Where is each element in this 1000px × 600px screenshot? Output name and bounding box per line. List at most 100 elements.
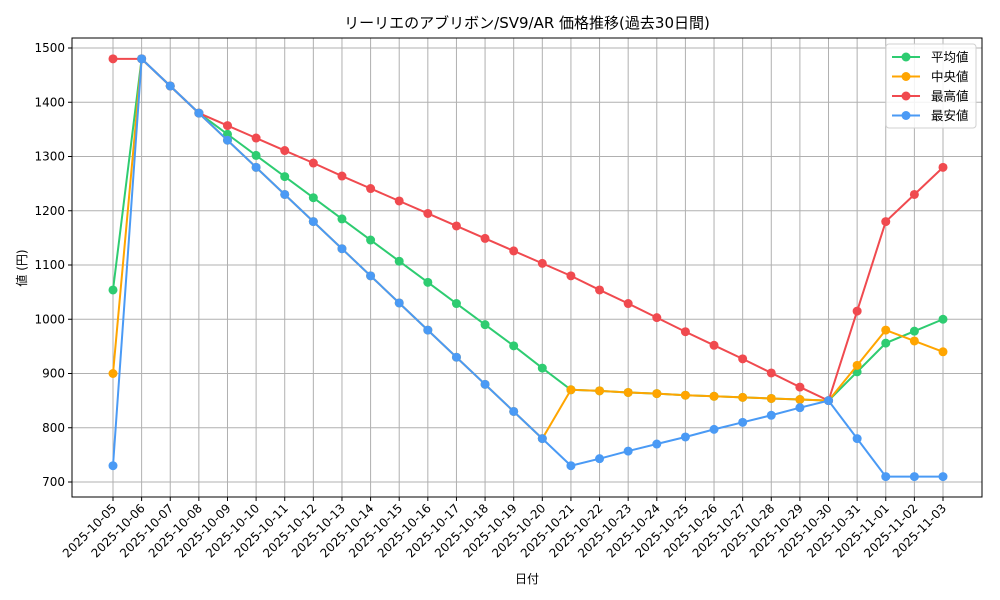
data-point bbox=[566, 271, 576, 281]
legend-label: 中央値 bbox=[931, 69, 969, 84]
data-point bbox=[566, 385, 576, 395]
data-point bbox=[451, 299, 461, 309]
series-1 bbox=[108, 54, 948, 444]
data-point bbox=[680, 390, 690, 400]
legend-label: 最安値 bbox=[931, 108, 969, 123]
data-point bbox=[623, 387, 633, 397]
data-point bbox=[480, 233, 490, 243]
data-point bbox=[222, 121, 232, 131]
data-point bbox=[108, 54, 118, 64]
data-point bbox=[480, 320, 490, 330]
data-point bbox=[709, 424, 719, 434]
data-point bbox=[165, 81, 175, 91]
data-point bbox=[280, 189, 290, 199]
data-point bbox=[909, 189, 919, 199]
data-point bbox=[852, 306, 862, 316]
legend-label: 平均値 bbox=[931, 50, 969, 65]
data-point bbox=[652, 313, 662, 323]
data-point bbox=[280, 146, 290, 156]
data-point bbox=[709, 340, 719, 350]
legend-marker-icon bbox=[901, 111, 911, 120]
data-point bbox=[137, 54, 147, 64]
data-point bbox=[222, 135, 232, 145]
data-point bbox=[537, 434, 547, 444]
y-tick-label: 800 bbox=[42, 421, 65, 435]
series-2 bbox=[108, 54, 948, 406]
data-point bbox=[366, 235, 376, 245]
data-point bbox=[595, 386, 605, 396]
series-0 bbox=[108, 54, 948, 406]
data-point bbox=[194, 108, 204, 118]
data-point bbox=[766, 393, 776, 403]
data-point bbox=[595, 454, 605, 464]
data-point bbox=[308, 158, 318, 168]
data-point bbox=[909, 472, 919, 482]
data-point bbox=[394, 196, 404, 206]
data-point bbox=[451, 352, 461, 362]
data-point bbox=[680, 327, 690, 337]
data-point bbox=[938, 162, 948, 172]
data-point bbox=[509, 246, 519, 256]
data-point bbox=[766, 410, 776, 420]
data-point bbox=[738, 392, 748, 402]
y-tick-label: 700 bbox=[42, 475, 65, 489]
data-point bbox=[909, 326, 919, 336]
data-point bbox=[881, 338, 891, 348]
data-point bbox=[537, 258, 547, 268]
series-3 bbox=[108, 54, 948, 482]
data-point bbox=[652, 439, 662, 449]
data-point bbox=[337, 171, 347, 181]
data-point bbox=[509, 341, 519, 351]
data-point bbox=[366, 271, 376, 281]
y-tick-label: 1500 bbox=[34, 41, 65, 55]
data-point bbox=[738, 354, 748, 364]
legend-item: 最安値 bbox=[892, 108, 969, 123]
data-point bbox=[366, 184, 376, 194]
data-point bbox=[824, 396, 834, 406]
data-point bbox=[852, 434, 862, 444]
legend-item: 平均値 bbox=[892, 50, 969, 65]
y-tick-label: 1100 bbox=[34, 258, 65, 272]
x-axis-label: 日付 bbox=[515, 572, 539, 586]
y-tick-label: 1400 bbox=[34, 95, 65, 109]
data-point bbox=[337, 214, 347, 224]
data-point bbox=[108, 285, 118, 295]
legend-marker-icon bbox=[901, 52, 911, 62]
y-tick-label: 1300 bbox=[34, 150, 65, 164]
data-point bbox=[423, 325, 433, 335]
data-point bbox=[938, 347, 948, 357]
data-point bbox=[308, 217, 318, 227]
data-point bbox=[881, 472, 891, 482]
data-point bbox=[509, 406, 519, 416]
data-point bbox=[680, 432, 690, 442]
data-point bbox=[394, 298, 404, 308]
legend-item: 中央値 bbox=[892, 69, 969, 84]
data-point bbox=[938, 472, 948, 482]
series-lines bbox=[108, 54, 948, 482]
data-point bbox=[623, 446, 633, 456]
data-point bbox=[709, 391, 719, 401]
data-point bbox=[308, 193, 318, 203]
data-point bbox=[881, 325, 891, 335]
data-point bbox=[251, 162, 261, 172]
y-tick-label: 900 bbox=[42, 367, 65, 381]
y-axis-label: 値 (円) bbox=[14, 249, 29, 286]
data-point bbox=[595, 285, 605, 295]
data-point bbox=[852, 360, 862, 370]
y-tick-label: 1000 bbox=[34, 312, 65, 326]
data-point bbox=[280, 172, 290, 182]
data-point bbox=[738, 417, 748, 427]
data-point bbox=[537, 363, 547, 373]
legend-item: 最高値 bbox=[892, 89, 969, 104]
data-point bbox=[451, 221, 461, 231]
data-point bbox=[795, 382, 805, 392]
data-point bbox=[795, 395, 805, 405]
data-point bbox=[337, 244, 347, 254]
data-point bbox=[766, 368, 776, 378]
data-point bbox=[480, 379, 490, 389]
data-point bbox=[652, 389, 662, 399]
data-point bbox=[909, 336, 919, 346]
data-point bbox=[251, 133, 261, 143]
